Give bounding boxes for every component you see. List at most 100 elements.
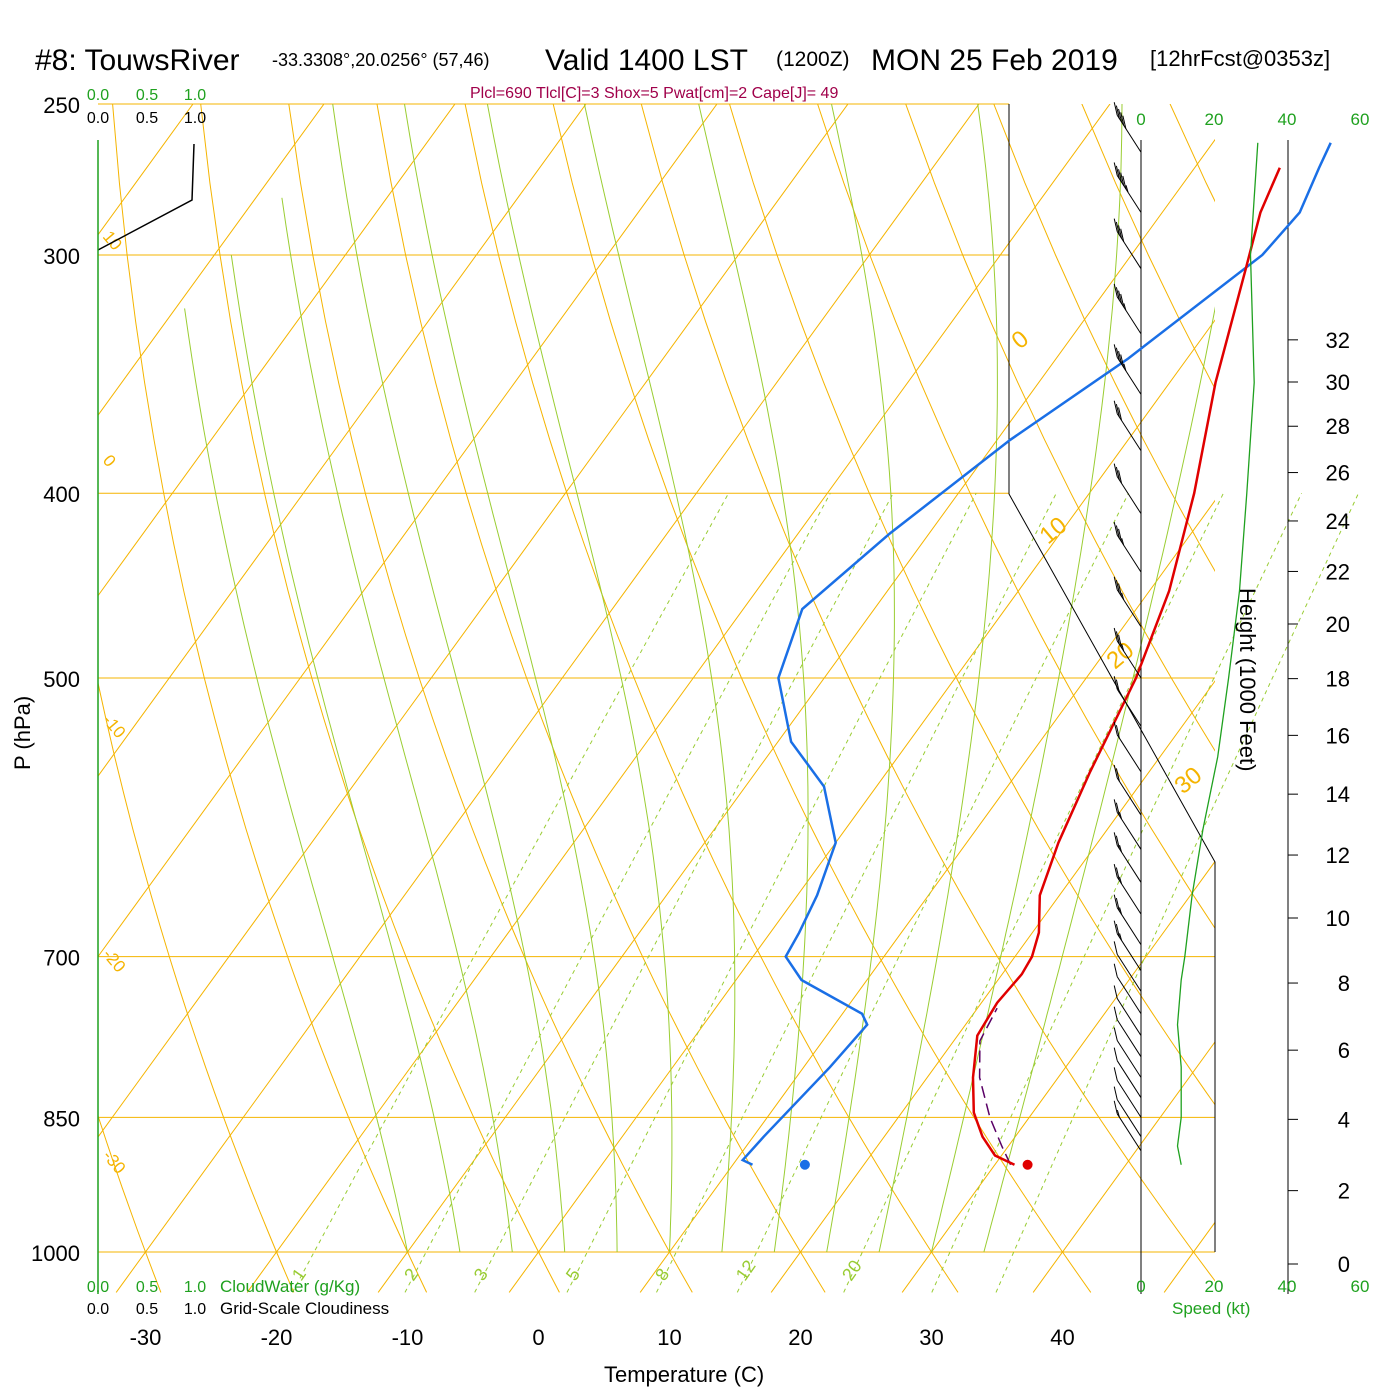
wind-barb-flag — [1115, 867, 1120, 881]
mixing-ratio-lines — [291, 492, 1359, 1293]
moist-adiabat — [486, 104, 673, 1253]
moist-adiabat — [332, 104, 566, 1253]
cloudwater-bottom-label: 0.5 — [136, 1279, 158, 1296]
moist-adiabat — [583, 104, 736, 1253]
isotherm-10 — [639, 499, 1215, 1293]
wind-barb-staff — [1116, 1080, 1142, 1118]
pressure-tick-label: 250 — [43, 93, 80, 118]
height-axis-title: Height (1000 Feet) — [1235, 588, 1260, 771]
wind-barb-staff — [1116, 1113, 1142, 1152]
wind-barb-flag — [1113, 676, 1118, 690]
pressure-tick-label: 1000 — [31, 1241, 80, 1266]
wind-barb-flag — [1113, 1006, 1118, 1020]
wind-barb-staff — [1116, 1099, 1142, 1137]
wind-barb-flag — [1115, 287, 1120, 301]
isotherm--70 — [98, 104, 456, 597]
wind-barb-flag — [1118, 634, 1123, 648]
zulu-time: (1200Z) — [776, 48, 850, 71]
pressure-tick-labels: 250 300 400 500 700 850 1000 — [31, 93, 80, 1266]
isotherm-20 — [770, 680, 1215, 1293]
surface-temperature-marker — [1022, 1159, 1033, 1170]
dry-adiabat — [288, 104, 693, 1293]
mixing-ratio-line-3 — [474, 492, 894, 1293]
mixing-ratio-line-8 — [656, 492, 1057, 1293]
mixing-ratio-label: 12 — [732, 1256, 760, 1284]
x-tick-label: -10 — [392, 1325, 424, 1350]
forecast-date: MON 25 Feb 2019 — [871, 44, 1118, 77]
wind-barb-flag — [1120, 354, 1125, 368]
cloudiness-label: Grid-Scale Cloudiness — [220, 1299, 389, 1318]
wind-barb-flag — [1113, 764, 1118, 779]
sounding-indices: Plcl=690 Tlcl[C]=3 Shox=5 Pwat[cm]=2 Cap… — [470, 85, 838, 102]
surface-dewpoint-marker — [799, 1159, 810, 1170]
isotherm-30 — [901, 860, 1215, 1293]
adiabat-lines — [98, 104, 1215, 1293]
dry-adiabat — [993, 104, 1215, 573]
wind-barb-staff — [1116, 734, 1142, 773]
wind-barb-half — [1121, 592, 1125, 600]
moist-adiabat — [878, 104, 998, 1253]
wind-barb-flag — [1113, 576, 1118, 590]
speed-bottom-label: 0 — [1136, 1277, 1145, 1296]
isotherm-40 — [1032, 1041, 1215, 1293]
mixing-ratio-line-5 — [566, 492, 977, 1293]
isotherm-60 — [1295, 0, 1400, 1292]
moist-adiabat — [826, 104, 895, 1253]
dry-adiabat — [817, 104, 1215, 930]
wind-barb-flag — [1113, 963, 1118, 977]
wind-barb-flag — [1113, 162, 1118, 176]
x-tick-labels: -30 -20 -10 0 10 20 30 40 — [130, 1325, 1075, 1350]
pressure-tick-label: 300 — [43, 244, 80, 269]
dewpoint-line — [740, 142, 1332, 1166]
height-tick-label: 6 — [1338, 1038, 1350, 1063]
mixing-ratio-line-1 — [291, 492, 730, 1293]
station-coords: -33.3308°,20.0256° (57,46) — [272, 50, 490, 70]
wind-barb-staff — [1116, 1060, 1142, 1098]
forecast-info: [12hrFcst@0353z] — [1150, 46, 1330, 71]
pressure-tick-label: 850 — [43, 1106, 80, 1131]
wind-barb-flag — [1115, 631, 1120, 645]
height-tick-label: 28 — [1326, 414, 1350, 439]
wind-barb-half — [1119, 844, 1123, 853]
isotherm--50 — [98, 104, 718, 958]
x-tick-label: 40 — [1050, 1325, 1074, 1350]
wind-barb-flag — [1118, 290, 1123, 304]
wind-barb-flag — [1115, 923, 1120, 938]
x-axis-title: Temperature (C) — [604, 1362, 764, 1387]
dry-adiabat — [552, 104, 1092, 1293]
height-tick-label: 2 — [1338, 1179, 1350, 1204]
wind-barb-flag — [1118, 407, 1123, 421]
wind-barb-flag — [1115, 466, 1120, 481]
mixing-ratio-line-2 — [404, 492, 831, 1293]
wind-barb-staff — [1116, 954, 1142, 992]
isobar-lines — [98, 103, 1215, 1253]
cloudiness-top-label: 0.0 — [87, 110, 109, 127]
wind-barb-flag — [1118, 350, 1123, 365]
speed-top-label: 60 — [1351, 110, 1370, 129]
moist-adiabat — [281, 197, 513, 1253]
height-tick-label: 26 — [1326, 461, 1350, 486]
wind-barb-flag — [1118, 225, 1123, 239]
wind-barb-flag — [1115, 679, 1120, 693]
isotherm-lines — [98, 0, 1400, 1293]
moist-adiabat — [184, 308, 408, 1253]
wind-barb-flag — [1113, 344, 1118, 358]
height-tick-label: 30 — [1326, 370, 1350, 395]
plot-frame — [1008, 104, 1289, 1294]
wind-barb-flag — [1115, 347, 1120, 361]
wind-barb-flag — [1113, 985, 1118, 999]
wind-barb-flag — [1118, 169, 1123, 183]
wind-barb-flag — [1113, 627, 1118, 642]
isotherm--40 — [98, 104, 849, 1138]
x-tick-label: 10 — [657, 1325, 681, 1350]
wind-barb-flag — [1113, 400, 1118, 414]
wind-barb-half — [1119, 811, 1123, 820]
cloudiness-bottom-label: 0.5 — [136, 1301, 158, 1318]
speed-top-label: 40 — [1278, 110, 1297, 129]
wind-barb-half — [1119, 933, 1123, 941]
x-tick-label: 0 — [532, 1325, 544, 1350]
wind-barb-flag — [1115, 105, 1120, 119]
isotherm--80 — [98, 104, 325, 417]
